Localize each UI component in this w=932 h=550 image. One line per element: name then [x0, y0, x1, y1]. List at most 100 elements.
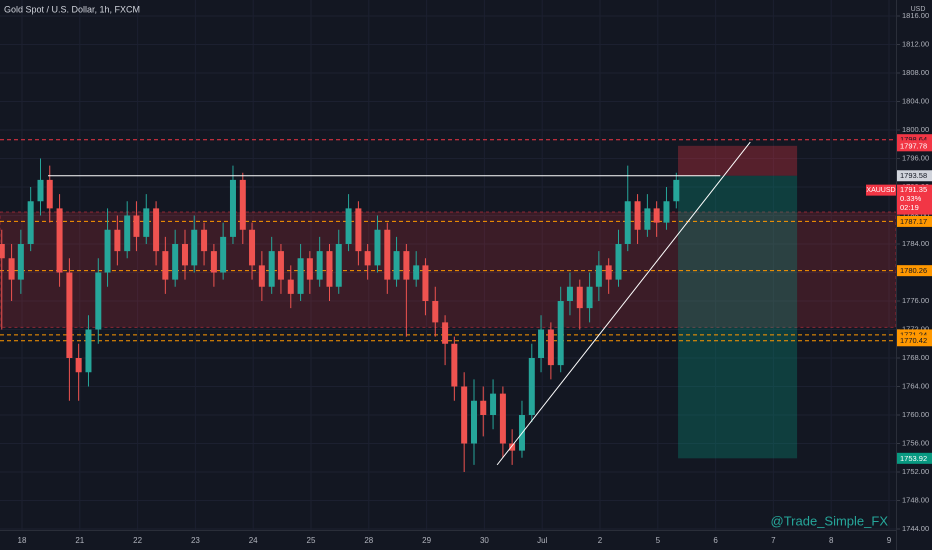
- price-tag: [897, 452, 932, 464]
- candle-body: [8, 258, 15, 280]
- zone: [0, 211, 896, 328]
- price-tag: [897, 140, 932, 152]
- candle-body: [403, 251, 410, 280]
- price-tag: [897, 265, 932, 277]
- price-tag: [897, 170, 932, 182]
- candle-body: [133, 215, 140, 237]
- candle-body: [586, 286, 593, 309]
- candle-body: [470, 400, 477, 444]
- price-tag: [897, 335, 932, 347]
- y-tick-label: 1768.00: [902, 353, 929, 362]
- price-tag-label: 1770.42: [900, 336, 927, 345]
- candle-body: [124, 215, 131, 252]
- candle-body: [306, 258, 313, 280]
- y-tick-label: 1744.00: [902, 524, 929, 533]
- candle-body: [490, 393, 497, 415]
- candle-body: [499, 393, 506, 444]
- candle-body: [37, 179, 44, 202]
- candle-body: [422, 265, 429, 301]
- candle-body: [287, 279, 294, 294]
- x-tick-label: 29: [422, 536, 431, 545]
- last-price-label: 1791.35: [900, 185, 927, 194]
- price-tag-label: 1793.58: [900, 171, 927, 180]
- x-tick-label: 9: [887, 536, 892, 545]
- candle-body: [461, 386, 468, 444]
- candle-body: [153, 208, 160, 252]
- candle-body: [557, 301, 564, 366]
- candle-body: [355, 208, 362, 252]
- trendline: [496, 141, 751, 466]
- candle-body: [210, 251, 217, 273]
- candle-body: [413, 265, 420, 280]
- candle-body: [384, 229, 391, 280]
- candle-body: [95, 272, 102, 330]
- price-tag-label: 1797.78: [900, 141, 927, 150]
- y-tick-label: 1812.00: [902, 39, 929, 48]
- plot-area: [0, 139, 896, 472]
- candle-body: [56, 208, 63, 273]
- candle-body: [335, 244, 342, 287]
- price-tag-label: 1771.24: [900, 330, 927, 339]
- candle-body: [191, 229, 198, 266]
- candle-body: [374, 229, 381, 266]
- price-tag: [897, 215, 932, 227]
- y-tick-label: 1760.00: [902, 410, 929, 419]
- x-tick-label: 8: [829, 536, 834, 545]
- candle-body: [442, 322, 449, 344]
- x-tick-label: 25: [307, 536, 316, 545]
- x-tick-label: 24: [249, 536, 258, 545]
- candle-body: [46, 179, 53, 209]
- x-tick-label: 5: [656, 536, 661, 545]
- candle-body: [17, 244, 24, 280]
- last-price-box: [897, 184, 932, 215]
- x-tick-label: 18: [18, 536, 27, 545]
- candle-body: [509, 443, 516, 451]
- x-tick-label: 23: [191, 536, 200, 545]
- candle-body: [653, 208, 660, 223]
- y-tick-label: 1756.00: [902, 438, 929, 447]
- y-tick-label: 1788.00: [902, 210, 929, 219]
- stop-zone: [678, 145, 798, 176]
- candle-body: [297, 258, 304, 294]
- candle-body: [268, 251, 275, 287]
- candle-body: [104, 229, 111, 273]
- y-tick-label: 1796.00: [902, 153, 929, 162]
- x-tick-label: Jul: [537, 536, 547, 545]
- x-tick-label: 21: [75, 536, 84, 545]
- candle-body: [566, 286, 573, 301]
- candle-body: [326, 251, 333, 287]
- x-tick-label: 2: [598, 536, 603, 545]
- y-tick-label: 1772.00: [902, 324, 929, 333]
- candle-body: [364, 251, 371, 266]
- price-tag-label: 1787.17: [900, 217, 927, 226]
- candle-body: [576, 286, 583, 309]
- candle-body: [605, 265, 612, 280]
- candle-body: [345, 208, 352, 244]
- y-tick-label: 1808.00: [902, 68, 929, 77]
- x-tick-label: 22: [133, 536, 142, 545]
- chart-title: Gold Spot / U.S. Dollar, 1h, FXCM: [4, 4, 140, 14]
- candle-body: [615, 244, 622, 280]
- grid: [0, 0, 896, 530]
- candle-body: [644, 208, 651, 230]
- currency: USD: [911, 6, 926, 13]
- y-tick-label: 1748.00: [902, 495, 929, 504]
- candle-body: [634, 201, 641, 230]
- candle-body: [239, 179, 246, 230]
- candle-body: [201, 229, 208, 252]
- x-tick-label: 6: [713, 536, 718, 545]
- candle-body: [277, 251, 284, 280]
- y-tick-label: 1804.00: [902, 96, 929, 105]
- axes: 1744.00 1748.00 1752.00 1756.00 1760.00 1764.…: [18, 11, 932, 545]
- candle-body: [538, 329, 545, 358]
- price-tag-label: 1798.64: [900, 135, 927, 144]
- price-tag-label: 1780.26: [900, 266, 927, 275]
- candle-body: [162, 251, 169, 280]
- candle-body: [258, 265, 265, 287]
- symbol-box: [866, 184, 896, 196]
- candle-body: [85, 329, 92, 373]
- watermark: @Trade_Simple_FX: [771, 513, 889, 528]
- candle-body: [393, 251, 400, 280]
